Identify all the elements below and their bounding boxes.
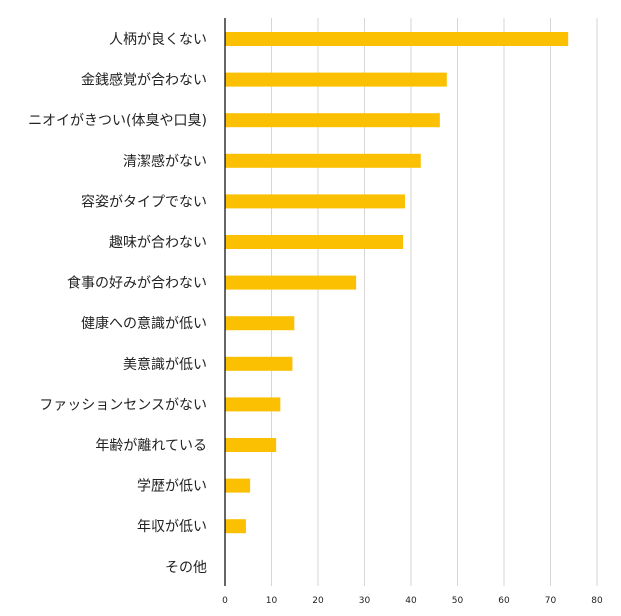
x-tick-label: 10 [266, 596, 278, 606]
category-label: 金銭感覚が合わない [81, 72, 207, 89]
bar-10 [225, 397, 281, 412]
x-tick-labels: 0 10 20 30 40 50 60 70 80 [222, 596, 603, 606]
x-tick-label: 50 [452, 596, 464, 606]
bar-13 [225, 519, 246, 534]
bar-9 [225, 356, 293, 371]
x-tick-label: 0 [222, 596, 228, 606]
x-tick-label: 30 [359, 596, 371, 606]
x-tick-label: 70 [545, 596, 557, 606]
category-label: 健康への意識が低い [81, 315, 207, 332]
bar-12 [225, 478, 251, 493]
bar-3 [225, 113, 440, 128]
category-label: ニオイがきつい(体臭や口臭) [28, 113, 207, 129]
bars [225, 32, 569, 534]
category-label: その他 [165, 560, 207, 576]
bar-1 [225, 32, 569, 46]
category-label: 年齢が離れている [95, 437, 207, 454]
x-tick-label: 60 [498, 596, 510, 606]
category-label: 趣味が合わない [109, 235, 207, 251]
x-tick-label: 20 [312, 596, 324, 606]
category-label: 美意識が低い [123, 356, 207, 373]
x-tick-label: 80 [591, 596, 603, 606]
category-label: 学歴が低い [137, 479, 207, 495]
category-label: 食事の好みが合わない [67, 275, 207, 292]
x-tick-label: 40 [405, 596, 417, 606]
category-label: ファッションセンスがない [39, 397, 207, 413]
category-label: 容姿がタイプでない [81, 193, 207, 210]
bar-11 [225, 438, 277, 452]
bar-4 [225, 153, 421, 168]
gridlines [271, 18, 598, 586]
bar-5 [225, 194, 405, 209]
bar-6 [225, 235, 404, 249]
category-label: 清潔感がない [123, 153, 207, 170]
bar-2 [225, 72, 447, 87]
category-label: 年収が低い [137, 519, 207, 535]
bar-8 [225, 316, 295, 331]
category-label: 人柄が良くない [109, 32, 207, 48]
bar-7 [225, 275, 357, 290]
